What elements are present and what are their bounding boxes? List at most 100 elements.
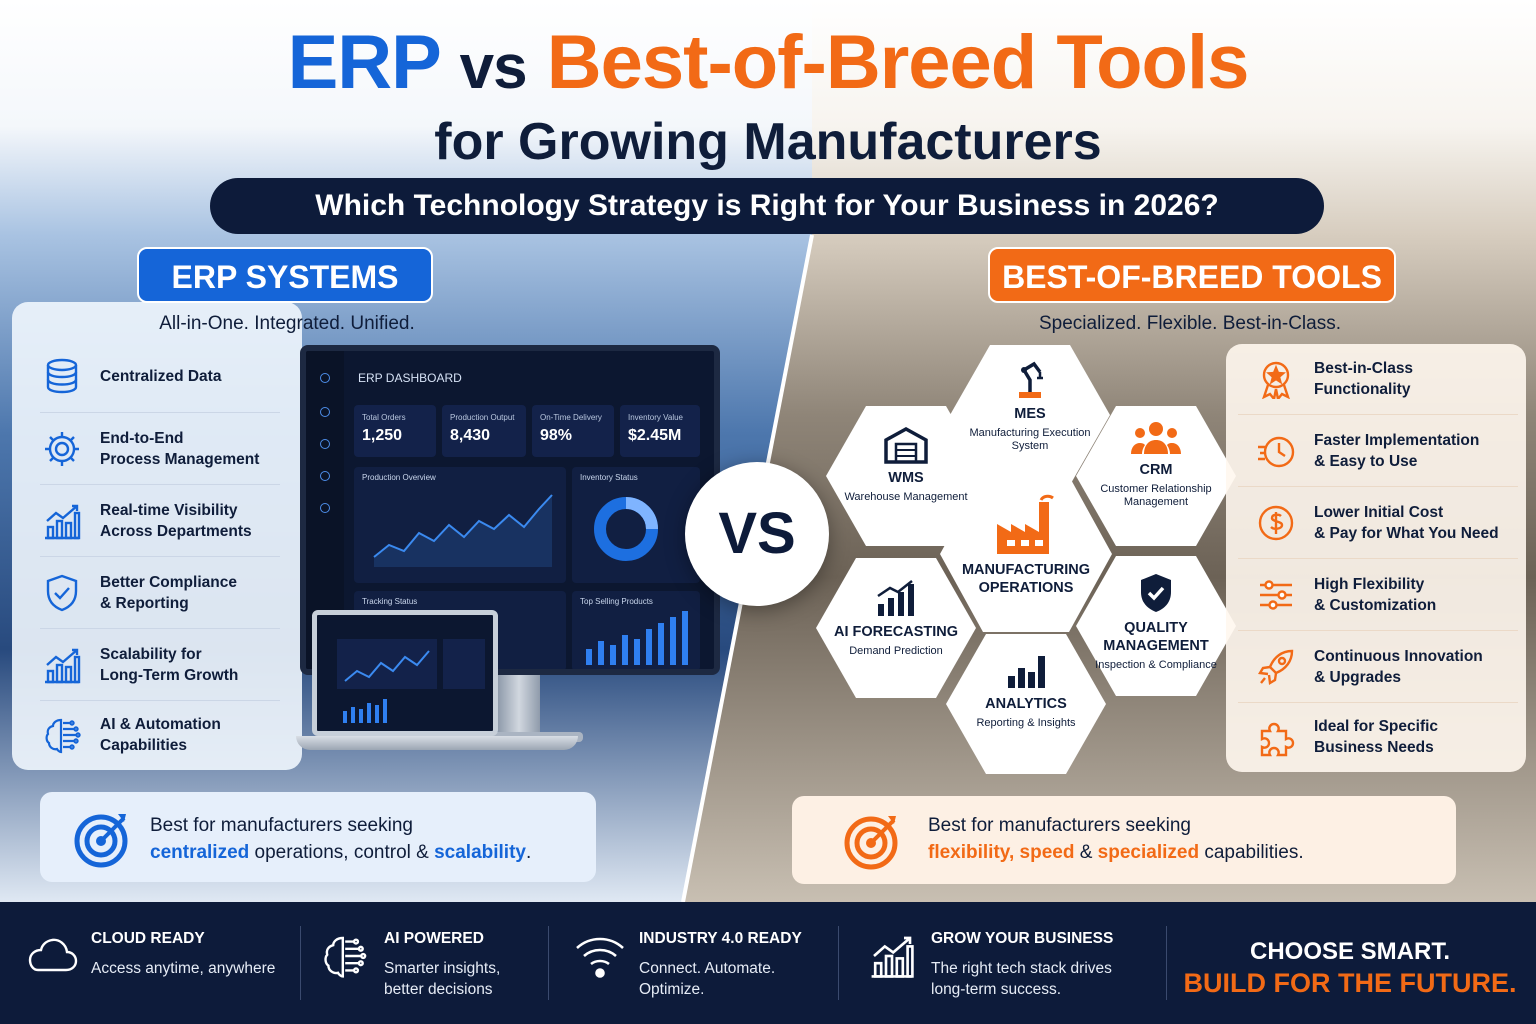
main-title: ERP vs Best-of-Breed Tools bbox=[0, 20, 1536, 111]
bob-best-for-box: Best for manufacturers seeking flexibili… bbox=[792, 796, 1456, 884]
bob-feature-item: Continuous Innovation & Upgrades bbox=[1256, 646, 1483, 688]
erp-feature-item: Centralized Data bbox=[42, 356, 221, 396]
donut-chart-graphic bbox=[594, 497, 658, 561]
footer-divider bbox=[838, 926, 839, 1000]
hex-sub: Demand Prediction bbox=[849, 645, 943, 657]
best-for-line1: Best for manufacturers seeking bbox=[928, 815, 1191, 836]
nav-dot-icon bbox=[320, 439, 330, 449]
title-vs: vs bbox=[459, 33, 528, 102]
divider bbox=[1238, 486, 1518, 487]
highlight: scalability bbox=[434, 842, 526, 863]
fast-clock-icon bbox=[1258, 436, 1295, 468]
bob-feature-item: High Flexibility & Customization bbox=[1256, 574, 1436, 616]
divider bbox=[40, 700, 280, 701]
footer-divider bbox=[300, 926, 301, 1000]
hex-sub: Warehouse Management bbox=[844, 491, 968, 503]
best-for-mid: operations, control & bbox=[249, 842, 435, 863]
feature-line1: Faster Implementation bbox=[1314, 432, 1480, 449]
production-overview-card: Production Overview bbox=[354, 467, 566, 583]
separator: , bbox=[1008, 842, 1020, 863]
feature-line2: & Reporting bbox=[100, 595, 189, 612]
feature-line1: Best-in-Class bbox=[1314, 360, 1414, 377]
feature-line1: Real-time Visibility bbox=[100, 502, 238, 519]
sliders-icon bbox=[1260, 580, 1292, 610]
best-for-line1: Best for manufacturers seeking bbox=[150, 815, 413, 836]
divider bbox=[1238, 414, 1518, 415]
gear-icon bbox=[45, 432, 79, 466]
monitor-stand bbox=[498, 675, 540, 735]
erp-tagline: All-in-One. Integrated. Unified. bbox=[159, 313, 415, 334]
erp-best-for-box: Best for manufacturers seeking centraliz… bbox=[40, 792, 596, 882]
erp-feature-item: Better Compliance & Reporting bbox=[42, 572, 237, 614]
hex-title: QUALITY MANAGEMENT bbox=[1103, 620, 1209, 654]
divider bbox=[1238, 702, 1518, 703]
card-label: Production Overview bbox=[362, 473, 436, 482]
highlight: speed bbox=[1019, 842, 1075, 863]
feature-line1: Scalability for bbox=[100, 646, 202, 663]
factory-icon bbox=[997, 494, 1054, 554]
people-icon bbox=[1131, 422, 1181, 454]
inventory-status-card: Inventory Status bbox=[572, 467, 700, 583]
dollar-coin-icon bbox=[1258, 505, 1294, 541]
footer-bar bbox=[0, 902, 1536, 1024]
footer-line1: Connect. Automate. bbox=[639, 960, 776, 977]
bob-tagline: Specialized. Flexible. Best-in-Class. bbox=[1038, 313, 1341, 334]
database-icon bbox=[46, 358, 78, 394]
erp-feature-item: Scalability for Long-Term Growth bbox=[42, 644, 238, 686]
laptop-chart-graphic bbox=[337, 639, 485, 723]
hex-title: MES bbox=[1014, 406, 1046, 422]
footer-line1: Smarter insights, bbox=[384, 960, 501, 977]
hex-title: ANALYTICS bbox=[985, 696, 1067, 712]
cta-line1: CHOOSE SMART. bbox=[1249, 938, 1450, 965]
award-badge-icon bbox=[1262, 361, 1290, 399]
kpi-label: Total Orders bbox=[362, 413, 406, 422]
kpi-card: On-Time Delivery 98% bbox=[532, 405, 614, 457]
bob-feature-item: Best-in-Class Functionality bbox=[1256, 358, 1413, 400]
erp-best-for-text: Best for manufacturers seeking centraliz… bbox=[150, 812, 531, 866]
nav-dot-icon bbox=[320, 373, 330, 383]
divider bbox=[40, 556, 280, 557]
footer-line1: Access anytime, anywhere bbox=[91, 960, 276, 977]
kpi-label: Production Output bbox=[450, 413, 515, 422]
dashboard-title: ERP DASHBOARD bbox=[358, 371, 462, 385]
growth-chart-icon bbox=[871, 936, 914, 978]
footer-title: GROW YOUR BUSINESS bbox=[931, 930, 1114, 947]
feature-line2: Long-Term Growth bbox=[100, 667, 239, 684]
hex-title: MANUFACTURING OPERATIONS bbox=[961, 562, 1091, 596]
nav-dot-icon bbox=[320, 503, 330, 513]
card-label: Tracking Status bbox=[362, 597, 418, 606]
feature-line2: Process Management bbox=[100, 451, 260, 468]
hex-ai-content: AI FORECASTING Demand Prediction bbox=[826, 578, 966, 658]
hex-wms-content: WMS Warehouse Management bbox=[836, 426, 976, 504]
divider bbox=[40, 412, 280, 413]
growth-chart-icon bbox=[45, 504, 81, 540]
growth-chart-icon bbox=[877, 580, 914, 616]
kpi-card: Production Output 8,430 bbox=[442, 405, 526, 457]
best-for-end: . bbox=[525, 842, 532, 863]
footer-item-grow: GROW YOUR BUSINESS The right tech stack d… bbox=[931, 930, 1113, 1000]
footer-line2: long-term success. bbox=[931, 981, 1062, 998]
shield-check-icon bbox=[1141, 574, 1171, 612]
feature-line2: Business Needs bbox=[1314, 739, 1434, 756]
erp-header: ERP SYSTEMS bbox=[137, 247, 433, 303]
feature-line2: Across Departments bbox=[100, 523, 252, 540]
footer-title: CLOUD READY bbox=[91, 930, 205, 947]
erp-feature-item: End-to-End Process Management bbox=[42, 428, 259, 470]
footer-line2: Optimize. bbox=[639, 981, 705, 998]
ai-brain-icon bbox=[324, 936, 367, 978]
hex-title: AI FORECASTING bbox=[833, 624, 959, 640]
bar-chart-graphic bbox=[586, 611, 688, 665]
feature-line2: Capabilities bbox=[100, 737, 187, 754]
ai-brain-icon bbox=[45, 718, 81, 754]
feature-line2: & Easy to Use bbox=[1314, 453, 1418, 470]
robot-arm-icon bbox=[1019, 361, 1043, 398]
footer-item-industry: INDUSTRY 4.0 READY Connect. Automate. Opti… bbox=[639, 930, 802, 1000]
feature-line1: Ideal for Specific bbox=[1314, 718, 1439, 735]
divider bbox=[40, 628, 280, 629]
hex-title: CRM bbox=[1139, 462, 1173, 478]
footer-title: INDUSTRY 4.0 READY bbox=[639, 930, 802, 947]
hex-title: WMS bbox=[888, 470, 924, 486]
erp-feature-panel bbox=[12, 302, 302, 770]
erp-feature-item: AI & Automation Capabilities bbox=[42, 714, 221, 756]
question-banner: Which Technology Strategy is Right for Y… bbox=[210, 178, 1324, 234]
